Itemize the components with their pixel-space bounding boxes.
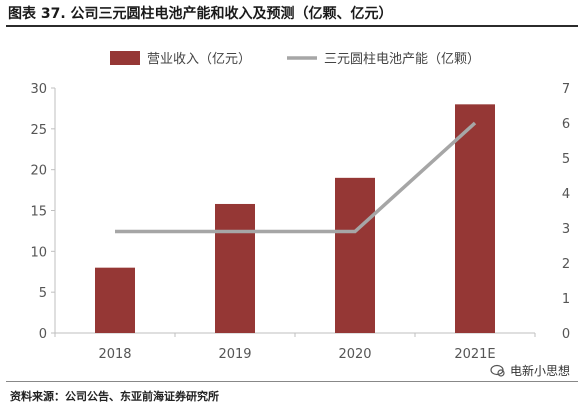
bar: [215, 203, 255, 333]
legend-label-line: 三元圆柱电池产能（亿颗）: [324, 52, 480, 67]
x-tick-label: 2018: [98, 347, 131, 362]
y-right-tick-label: 2: [562, 257, 570, 272]
y-left-tick-label: 10: [30, 245, 47, 260]
y-right-tick-label: 6: [562, 117, 570, 132]
legend: 营业收入（亿元） 三元圆柱电池产能（亿颗）: [110, 51, 480, 67]
y-right-tick-label: 7: [562, 82, 570, 97]
bar: [95, 267, 135, 333]
y-left-tick-label: 5: [39, 286, 47, 301]
legend-swatch-bar: [110, 51, 140, 65]
y-right-tick-label: 1: [562, 292, 570, 307]
y-left-tick-label: 0: [39, 327, 47, 342]
y-left-tick-label: 30: [30, 82, 47, 97]
y-right-tick-label: 0: [562, 327, 570, 342]
legend-label-bar: 营业收入（亿元）: [147, 52, 251, 67]
line-series: [115, 121, 477, 234]
y-right-tick-label: 5: [562, 152, 570, 167]
x-tick-label: 2021E: [454, 347, 495, 362]
bar: [455, 104, 495, 333]
figure-title: 图表 37. 公司三元圆柱电池产能和收入及预测（亿颗、亿元）: [8, 6, 393, 22]
title-divider: [6, 25, 578, 27]
y-right-tick-label: 4: [562, 187, 570, 202]
y-left-tick-label: 25: [30, 123, 47, 138]
chat-bubble-icon: [490, 364, 505, 377]
source-note: 资料来源：公司公告、东亚前海证券研究所: [10, 390, 219, 403]
y-right-tick-label: 3: [562, 222, 570, 237]
combo-chart: 营业收入（亿元） 三元圆柱电池产能（亿颗） 0 5 10 15 20 25 30 0 1 2 3 4 5 6…: [30, 51, 570, 362]
y-left-tick-label: 15: [30, 205, 47, 220]
watermark-text: 电新小思想: [509, 364, 570, 378]
x-tick-label: 2019: [218, 347, 251, 362]
x-tick-label: 2020: [338, 347, 371, 362]
footer-divider: [6, 381, 578, 382]
watermark: 电新小思想: [490, 362, 570, 379]
bar: [335, 177, 375, 333]
y-left-tick-label: 20: [30, 164, 47, 179]
capacity-line: [115, 121, 477, 234]
bar-series: [95, 104, 495, 333]
